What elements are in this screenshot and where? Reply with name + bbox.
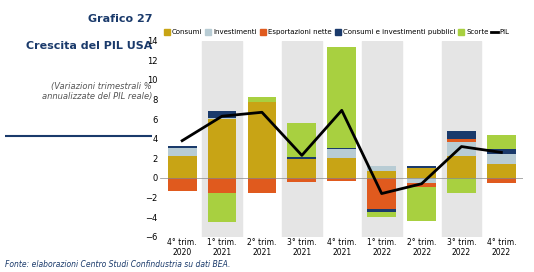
Bar bbox=[487, 135, 516, 150]
Bar bbox=[487, 164, 516, 178]
Bar bbox=[327, 147, 356, 149]
Bar bbox=[362, 41, 402, 237]
Text: Fonte: elaborazioni Centro Studi Confindustria su dati BEA.: Fonte: elaborazioni Centro Studi Confind… bbox=[5, 260, 231, 269]
Bar bbox=[407, 178, 436, 183]
Bar bbox=[487, 178, 516, 183]
Bar bbox=[487, 150, 516, 154]
Bar bbox=[407, 166, 436, 168]
Bar bbox=[327, 158, 356, 178]
Bar bbox=[447, 139, 476, 142]
Bar bbox=[168, 156, 197, 178]
Bar bbox=[208, 118, 237, 119]
Bar bbox=[248, 97, 276, 101]
Bar bbox=[282, 41, 322, 237]
Text: (Variazioni trimestrali %
annualizzate del PIL reale): (Variazioni trimestrali % annualizzate d… bbox=[42, 82, 152, 101]
Bar bbox=[367, 212, 396, 217]
Legend: Consumi, Investimenti, Esportazioni nette, Consumi e investimenti pubblici, Scor: Consumi, Investimenti, Esportazioni nett… bbox=[164, 29, 510, 35]
Text: Grafico 27: Grafico 27 bbox=[88, 14, 152, 24]
Bar bbox=[327, 178, 356, 181]
Bar bbox=[367, 171, 396, 178]
Bar bbox=[407, 183, 436, 187]
Bar bbox=[367, 166, 396, 171]
Bar bbox=[168, 178, 197, 191]
Bar bbox=[447, 178, 476, 193]
Bar bbox=[168, 146, 197, 147]
Bar bbox=[287, 157, 316, 159]
Bar bbox=[447, 131, 476, 139]
Bar bbox=[327, 47, 356, 147]
Bar bbox=[367, 178, 396, 209]
Bar bbox=[327, 149, 356, 158]
Bar bbox=[287, 159, 316, 178]
Bar bbox=[208, 119, 237, 178]
Bar bbox=[208, 193, 237, 222]
Bar bbox=[168, 147, 197, 156]
Bar bbox=[407, 187, 436, 221]
Bar bbox=[208, 111, 237, 118]
Text: Crescita del PIL USA: Crescita del PIL USA bbox=[26, 41, 152, 51]
Bar bbox=[447, 142, 476, 156]
Bar bbox=[287, 123, 316, 157]
Bar bbox=[407, 168, 436, 178]
Bar bbox=[202, 41, 242, 237]
Bar bbox=[447, 156, 476, 178]
Bar bbox=[208, 178, 237, 193]
Bar bbox=[287, 178, 316, 182]
Bar bbox=[248, 101, 276, 178]
Bar bbox=[442, 41, 482, 237]
Bar bbox=[487, 154, 516, 164]
Bar bbox=[248, 178, 276, 193]
Bar bbox=[367, 209, 396, 212]
